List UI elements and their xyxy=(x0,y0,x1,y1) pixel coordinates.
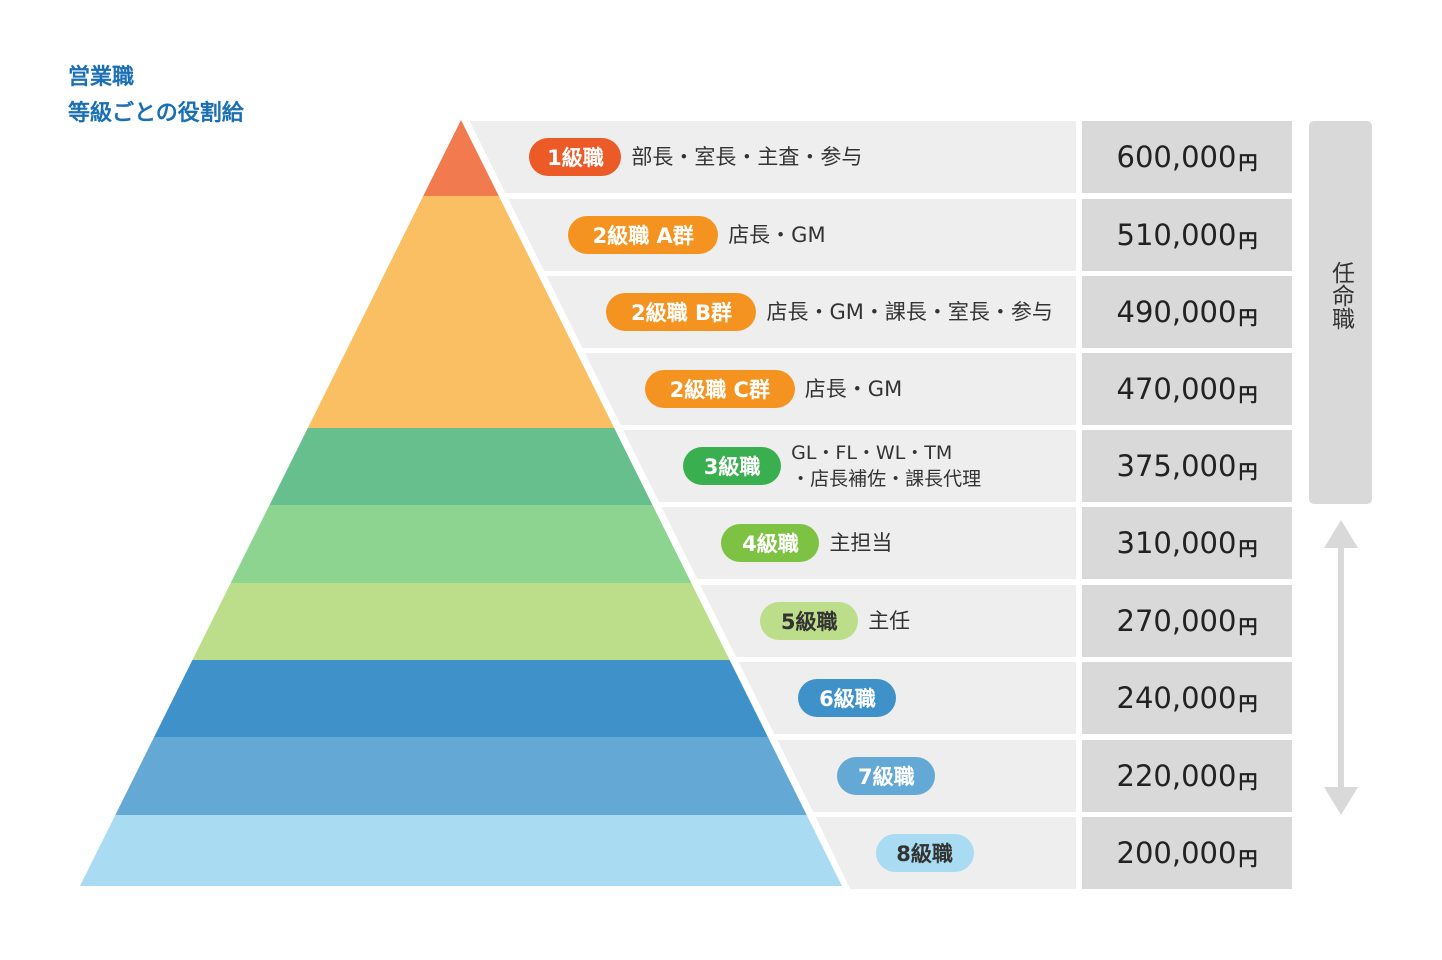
title-line-2: 等級ごとの役割給 xyxy=(68,101,244,126)
salary-amount: 270,000 xyxy=(1116,604,1237,638)
grade-badge: 3級職 xyxy=(683,447,782,485)
salary-cell: 510,000 円 xyxy=(1082,199,1292,271)
salary-cell: 240,000 円 xyxy=(1082,662,1292,734)
grade-badge: 5級職 xyxy=(760,602,859,640)
salary-amount: 600,000 xyxy=(1116,140,1237,174)
salary-unit: 円 xyxy=(1238,692,1258,715)
grade-badge: 8級職 xyxy=(875,834,974,872)
grade-role: GL・FL・WL・TM ・店長補佐・課長代理 xyxy=(791,440,981,492)
grade-badge: 2級職 A群 xyxy=(568,216,719,254)
salary-cell: 470,000 円 xyxy=(1082,353,1292,425)
arrow-down-icon xyxy=(1324,787,1358,815)
grade-role-line: ・店長補佐・課長代理 xyxy=(791,468,982,490)
grade-role-line: 店長・GM xyxy=(804,377,903,401)
salary-unit: 円 xyxy=(1238,615,1258,638)
grade-role: 店長・GM・課長・室長・参与 xyxy=(766,299,1052,325)
pyramid-layer xyxy=(384,196,538,273)
grade-badge: 1級職 xyxy=(529,138,622,176)
salary-amount: 220,000 xyxy=(1116,759,1237,793)
salary-cell: 200,000 円 xyxy=(1082,817,1292,889)
salary-cell: 600,000 円 xyxy=(1082,121,1292,193)
salary-cell: 375,000 円 xyxy=(1082,430,1292,502)
pyramid-layer xyxy=(80,815,842,886)
pyramid-layer xyxy=(423,120,499,196)
salary-unit: 円 xyxy=(1238,306,1258,329)
grade-row-background xyxy=(469,121,1076,193)
grade-role: 店長・GM xyxy=(728,222,825,248)
title-line-1: 営業職 xyxy=(68,65,135,90)
grade-badge: 2級職 C群 xyxy=(644,370,795,408)
appointed-positions-label: 任命職 xyxy=(1327,261,1354,330)
grade-badge: 7級職 xyxy=(837,757,936,795)
grade-row-background xyxy=(738,662,1076,734)
double-arrow-shaft xyxy=(1338,546,1344,789)
salary-amount: 510,000 xyxy=(1116,218,1237,252)
pyramid-layer xyxy=(192,583,730,660)
salary-unit: 円 xyxy=(1238,229,1258,252)
grade-role-line: 主担当 xyxy=(829,531,893,555)
salary-cell: 310,000 円 xyxy=(1082,507,1292,579)
grade-role-line: 主任 xyxy=(868,609,911,633)
salary-cell: 220,000 円 xyxy=(1082,740,1292,812)
pyramid-layer xyxy=(154,660,768,737)
salary-amount: 240,000 xyxy=(1116,681,1237,715)
salary-unit: 円 xyxy=(1238,460,1258,483)
salary-amount: 200,000 xyxy=(1116,836,1237,870)
grade-badge: 6級職 xyxy=(798,679,897,717)
grade-role-line: 部長・室長・主査・参与 xyxy=(631,145,863,169)
salary-cell: 490,000 円 xyxy=(1082,276,1292,348)
pyramid-layer xyxy=(307,351,615,428)
salary-unit: 円 xyxy=(1238,770,1258,793)
grade-role: 主担当 xyxy=(829,530,892,556)
pyramid-layer xyxy=(269,428,653,505)
grade-role: 部長・室長・主査・参与 xyxy=(631,144,862,170)
salary-unit: 円 xyxy=(1238,537,1258,560)
pyramid-layer xyxy=(346,273,576,351)
salary-amount: 310,000 xyxy=(1116,526,1237,560)
salary-amount: 470,000 xyxy=(1116,372,1237,406)
salary-amount: 490,000 xyxy=(1116,295,1237,329)
grade-badge: 4級職 xyxy=(721,524,820,562)
grade-role: 主任 xyxy=(868,608,910,634)
appointed-positions-box: 任命職 xyxy=(1309,121,1372,504)
pyramid-layer xyxy=(230,505,692,583)
salary-amount: 375,000 xyxy=(1116,449,1237,483)
salary-unit: 円 xyxy=(1238,383,1258,406)
grade-role: 店長・GM xyxy=(805,376,902,402)
grade-badge: 2級職 B群 xyxy=(606,293,757,331)
grade-role-line: 店長・GM xyxy=(728,223,826,247)
grade-role-line: 店長・GM・課長・室長・参与 xyxy=(766,300,1053,324)
grade-role-line: GL・FL・WL・TM xyxy=(791,442,953,464)
salary-unit: 円 xyxy=(1238,151,1258,174)
pyramid-layer xyxy=(115,737,807,815)
salary-cell: 270,000 円 xyxy=(1082,585,1292,657)
arrow-up-icon xyxy=(1324,520,1358,548)
page-title: 営業職 等級ごとの役割給 xyxy=(68,60,244,132)
salary-unit: 円 xyxy=(1238,847,1258,870)
